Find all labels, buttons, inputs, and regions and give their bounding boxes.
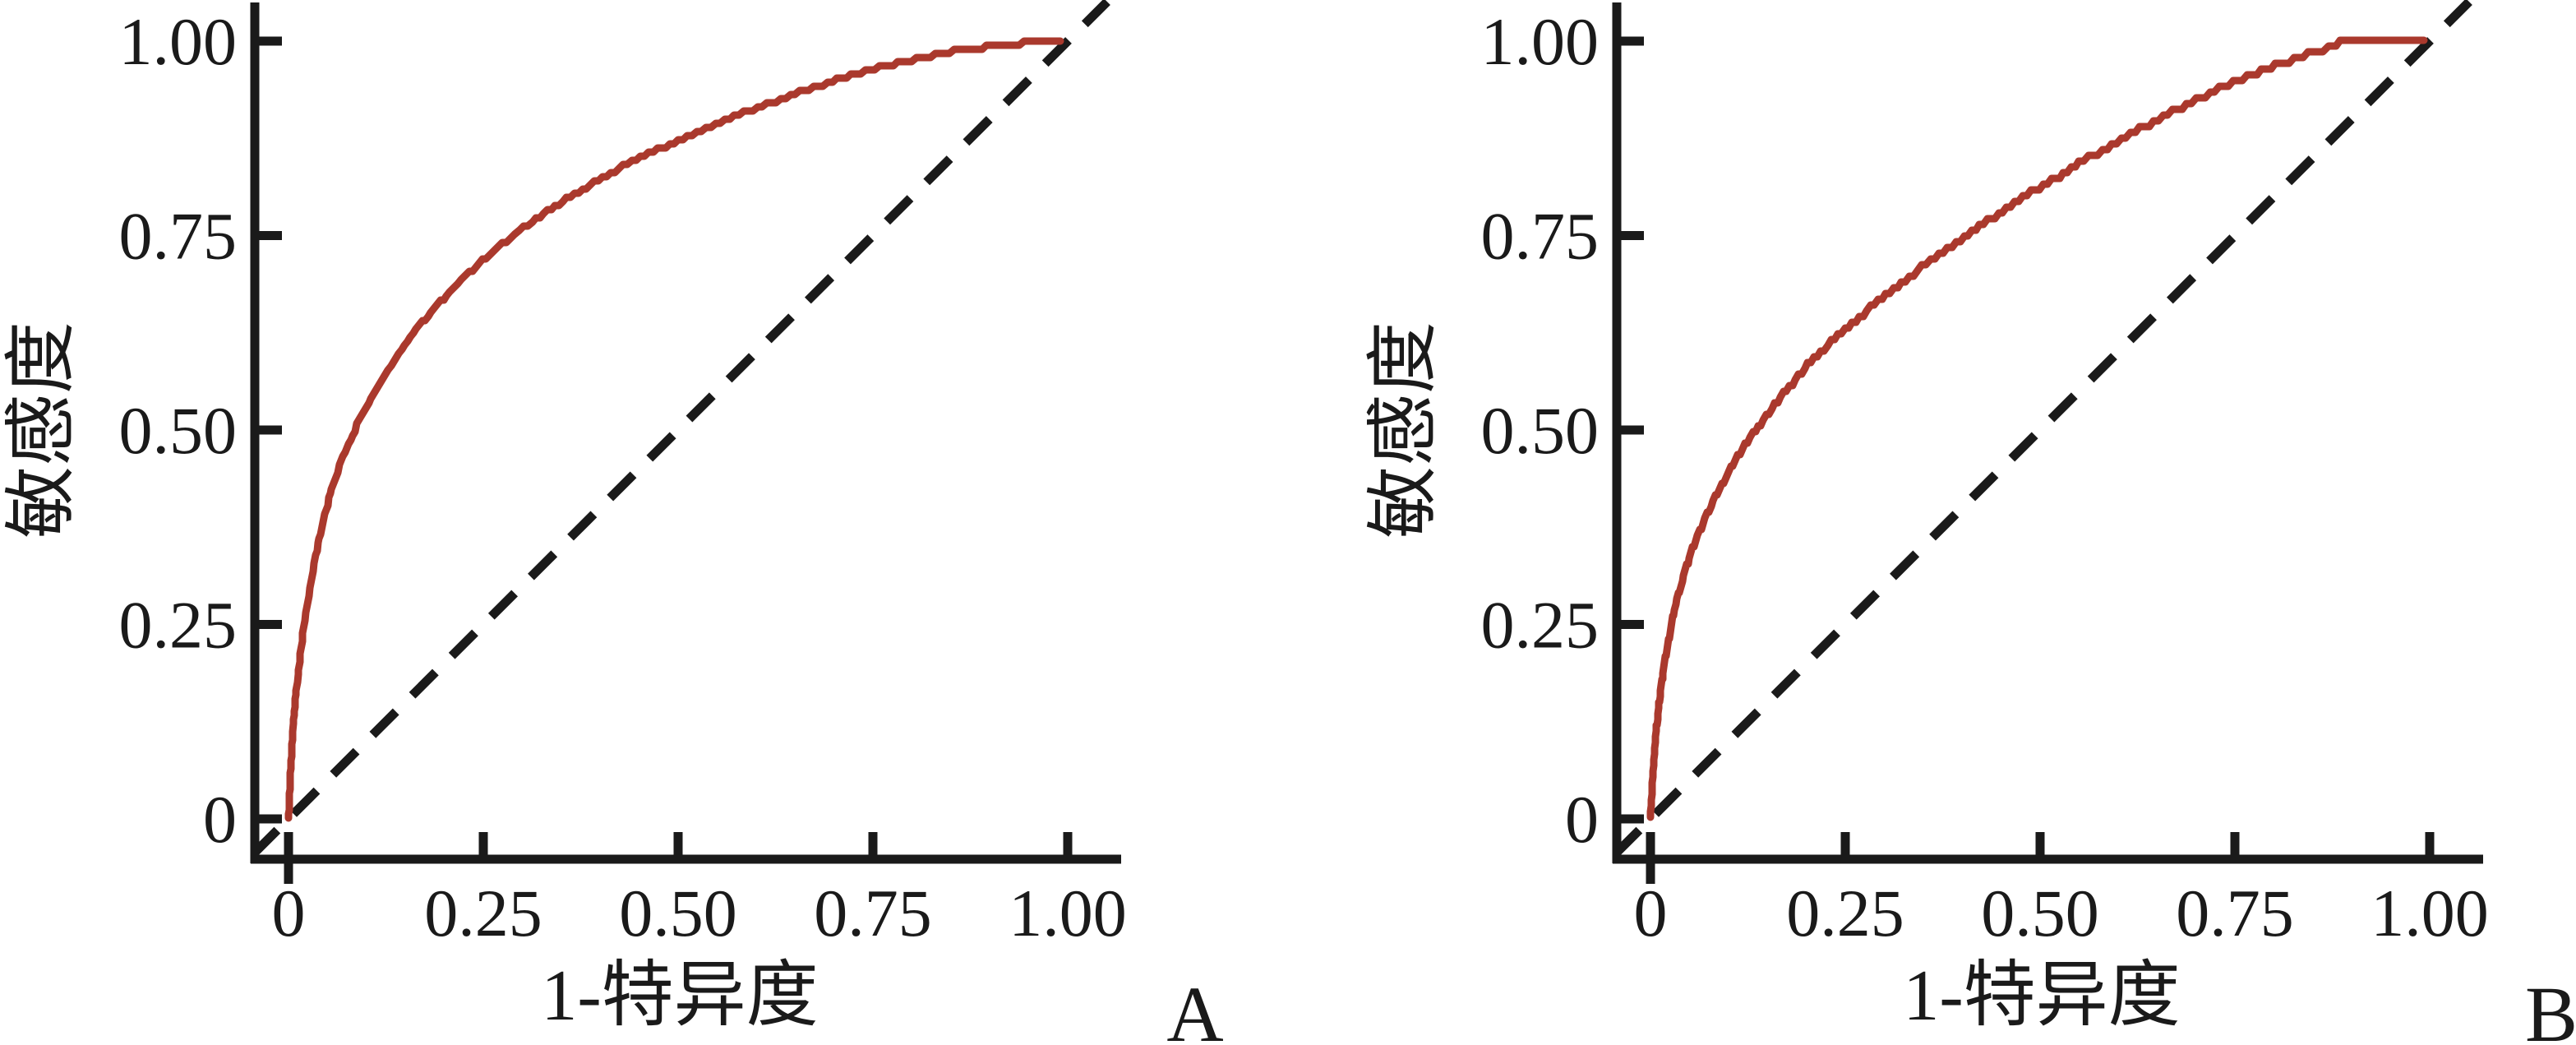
panel-b-x-axis-title: 1-特异度 [1903, 956, 2180, 1036]
x-tick-label: 1.00 [2371, 876, 2489, 950]
y-tick-label: 0.25 [119, 588, 238, 663]
x-tick-label: 0.25 [424, 876, 542, 950]
x-tick-label: 0.25 [1786, 876, 1904, 950]
x-tick-label: 0 [272, 876, 306, 950]
x-tick-label: 0.75 [814, 876, 932, 950]
panel-b-letter: B [2525, 970, 2576, 1045]
y-tick-label: 0.75 [119, 199, 238, 274]
panel-a-letter: A [1166, 970, 1223, 1045]
panel-a-y-axis-title: 敏感度 [2, 321, 82, 539]
reference-diagonal-line [1613, 0, 2472, 857]
x-tick-label: 0 [1634, 876, 1668, 950]
panel-b-plot: 0 0.25 0.50 0.75 1.00 0 0.25 0.50 0.75 1.00 [1481, 0, 2489, 950]
roc-curve [1646, 36, 2428, 821]
roc-curve [284, 37, 1064, 822]
panel-b-y-axis-title: 敏感度 [1364, 321, 1444, 539]
y-tick-label: 0 [203, 782, 237, 857]
y-tick-label: 0.75 [1481, 199, 1600, 274]
x-tick-label: 0.50 [619, 876, 737, 950]
x-tick-label: 0.75 [2176, 876, 2294, 950]
y-tick-label: 0 [1565, 782, 1599, 857]
panel-a-x-axis-title: 1-特异度 [541, 956, 818, 1036]
y-tick-label: 1.00 [1481, 4, 1600, 79]
panel-a-plot: 0 0.25 0.50 0.75 1.00 0 0.25 0.50 0.75 1.00 [119, 0, 1127, 950]
y-tick-label: 1.00 [119, 4, 238, 79]
x-tick-label: 1.00 [1009, 876, 1127, 950]
x-tick-label: 0.50 [1981, 876, 2099, 950]
y-tick-label: 0.50 [119, 393, 238, 468]
reference-diagonal-line [251, 0, 1110, 857]
y-tick-label: 0.25 [1481, 588, 1600, 663]
y-tick-label: 0.50 [1481, 393, 1600, 468]
